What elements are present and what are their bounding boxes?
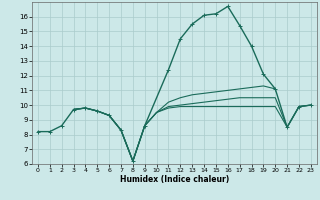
X-axis label: Humidex (Indice chaleur): Humidex (Indice chaleur) <box>120 175 229 184</box>
